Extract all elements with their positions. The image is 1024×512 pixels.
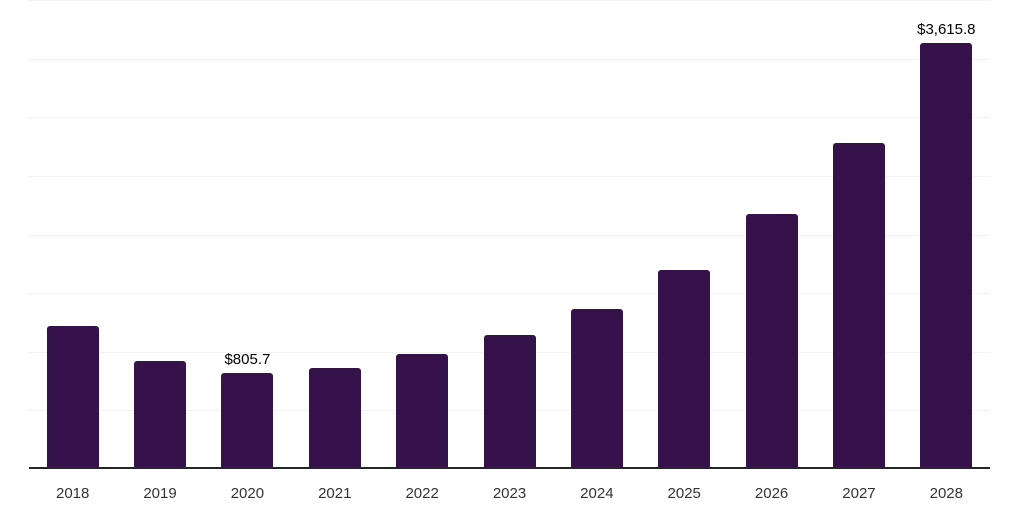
bar-2025	[658, 269, 711, 467]
x-tick-label-2026: 2026	[754, 485, 789, 502]
plot-area: $805.7 $3,615.8	[29, 0, 990, 469]
bar-2021	[308, 367, 361, 467]
value-label-2028: $3,615.8	[917, 21, 976, 39]
x-tick-label-2028: 2028	[929, 485, 963, 502]
x-tick-label-2024: 2024	[580, 485, 614, 502]
gridline	[29, 293, 990, 295]
bar-2026	[745, 214, 798, 467]
x-tick-label-2018: 2018	[55, 485, 90, 502]
gridline	[29, 175, 990, 177]
bar-2020	[221, 372, 274, 467]
gridline	[29, 58, 990, 60]
gridline	[29, 0, 990, 1]
value-label-2020: $805.7	[224, 350, 271, 368]
x-tick-label-2021: 2021	[318, 485, 352, 502]
bar-2028	[920, 43, 973, 467]
x-tick-label-2020: 2020	[230, 485, 265, 502]
x-tick-label-2019: 2019	[143, 485, 177, 502]
x-axis: 2018 2019 2020 2021 2022 2023 2024 2025 2026 2027…	[29, 484, 990, 504]
bar-2019	[134, 360, 187, 467]
x-tick-label-2022: 2022	[405, 485, 439, 502]
bar-2024	[570, 308, 623, 467]
x-tick-label-2023: 2023	[492, 485, 527, 502]
bar-2027	[832, 142, 885, 467]
bar-2023	[483, 335, 536, 467]
gridline	[29, 234, 990, 236]
bar-2018	[46, 326, 99, 467]
x-tick-label-2027: 2027	[842, 485, 876, 502]
bar-2022	[396, 353, 449, 467]
x-tick-label-2025: 2025	[667, 485, 701, 502]
gridline	[29, 117, 990, 119]
